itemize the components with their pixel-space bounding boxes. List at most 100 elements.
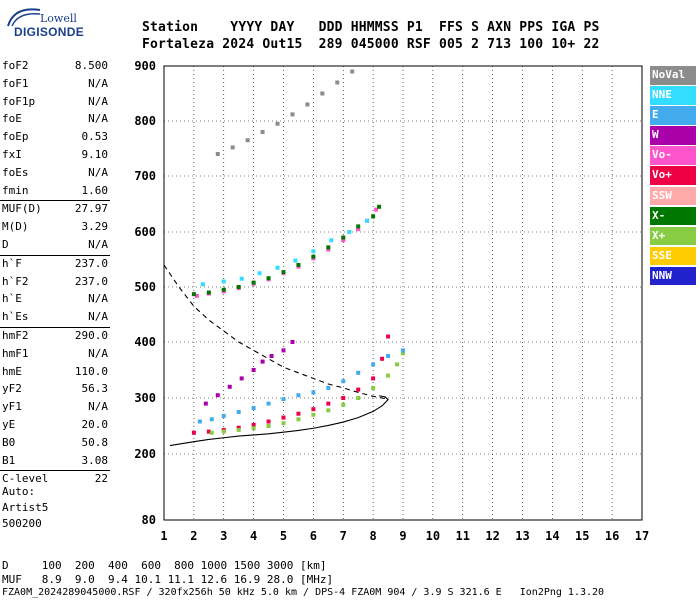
y-tick-label: 200 (134, 447, 156, 461)
data-point-vo (380, 356, 385, 361)
param-row: B0 50.8 (0, 435, 110, 453)
data-point-e (386, 354, 391, 358)
data-point-x (221, 429, 226, 434)
legend-item: Vo+ (650, 166, 696, 185)
param-value: 50.8 (81, 435, 109, 449)
data-point-x (209, 430, 214, 435)
data-point-e (326, 385, 331, 390)
x-tick-label: 16 (605, 529, 619, 543)
data-point-noval (215, 152, 220, 156)
legend-item: SSW (650, 186, 696, 206)
data-point-x (386, 373, 391, 378)
param-label: D (2, 237, 9, 251)
data-point-noval (230, 145, 235, 150)
data-point-w (269, 354, 274, 358)
param-row: foE N/A (0, 111, 110, 129)
param-label: hmF2 (2, 328, 29, 342)
data-point-vo (311, 407, 316, 412)
data-point-x (326, 408, 331, 413)
data-point-nne (239, 276, 244, 281)
param-label: yF2 (2, 382, 22, 396)
param-row: foF1 N/A (0, 76, 110, 94)
data-point-e (266, 401, 271, 406)
data-point-vo (386, 334, 391, 339)
param-label: M(D) (2, 220, 29, 234)
param-label: foF1p (2, 94, 36, 108)
param-row: yF2 56.3 (0, 381, 110, 399)
param-row: fxI 9.10 (0, 147, 110, 165)
param-row: h`F2 237.0 (0, 274, 110, 292)
param-label: B1 (2, 453, 16, 467)
model-curve-dashed (163, 264, 389, 400)
data-point-x (377, 204, 382, 209)
data-point-nne (311, 249, 316, 254)
x-tick-label: 13 (515, 529, 529, 543)
data-point-e (209, 417, 214, 422)
divider (0, 326, 110, 328)
params-group-3: h`F 237.0 h`F2 237.0 h`E N/A h`Es N/A (0, 256, 110, 327)
param-row: C-level 22 (0, 471, 110, 489)
digisonde-logo (4, 4, 74, 44)
data-point-nne (275, 265, 280, 270)
data-point-x (326, 245, 331, 250)
data-point-vo (326, 247, 331, 252)
param-label: yE (2, 417, 16, 431)
data-point-x (191, 292, 196, 297)
param-value: 20.0 (81, 417, 109, 431)
data-point-nne (329, 238, 334, 243)
x-tick-label: 6 (310, 529, 317, 543)
data-point-vo (194, 293, 199, 298)
param-label: foEs (2, 165, 29, 179)
x-tick-label: 12 (485, 529, 499, 543)
legend: NoVal NNE E W Vo- Vo+ SSW X- X+ SSE NNW (650, 66, 696, 287)
x-tick-label: 15 (575, 529, 589, 543)
param-row: D N/A (0, 237, 110, 255)
param-row: foEs N/A (0, 165, 110, 183)
params-group-2: MUF(D) 27.97 M(D) 3.29 D N/A (0, 201, 110, 254)
data-point-noval (305, 102, 310, 107)
logo-digisonde-text: DIGISONDE (14, 25, 85, 39)
params-group-5: C-level 22 (0, 471, 110, 489)
data-point-vo (326, 401, 331, 406)
data-point-noval (350, 69, 355, 74)
param-label: h`F2 (2, 274, 29, 288)
data-point-e (236, 410, 241, 414)
data-point-x (311, 412, 316, 417)
legend-item: SSE (650, 246, 696, 266)
data-point-x (221, 287, 226, 292)
data-point-vo (266, 419, 271, 424)
data-point-nne (347, 230, 352, 234)
param-value: N/A (88, 76, 108, 90)
data-point-w (260, 359, 265, 364)
param-label: foF1 (2, 76, 29, 90)
data-point-x (371, 385, 376, 390)
param-label: h`Es (2, 310, 29, 324)
legend-item: W (650, 126, 696, 145)
chart-curves (163, 264, 389, 447)
param-label: foEp (2, 130, 29, 144)
data-point-x (341, 402, 346, 407)
data-point-x (311, 254, 316, 259)
param-label: h`E (2, 292, 22, 306)
param-row: MUF(D) 27.97 (0, 201, 110, 219)
data-point-nne (200, 282, 205, 287)
legend-item: NNE (650, 86, 696, 105)
data-point-vo (341, 238, 346, 243)
param-label: fmin (2, 183, 29, 197)
param-row: h`E N/A (0, 291, 110, 309)
data-point-e (197, 419, 202, 424)
logo-arc-icon (7, 8, 41, 27)
data-point-w (227, 384, 232, 389)
data-point-e (281, 397, 286, 402)
data-point-noval (290, 112, 295, 117)
plot-frame (163, 65, 643, 521)
footer-file-info: FZA0M_2024289045000.RSF / 320fx256h 50 k… (2, 587, 605, 598)
x-tick-label: 5 (280, 529, 287, 543)
data-point-noval (335, 80, 340, 85)
param-row: foEp 0.53 (0, 129, 110, 147)
data-point-x (251, 426, 256, 431)
data-point-vo (281, 415, 286, 420)
param-value: N/A (88, 292, 108, 306)
logo-lowell-text: Lowell (40, 12, 77, 25)
data-point-w (281, 348, 286, 353)
